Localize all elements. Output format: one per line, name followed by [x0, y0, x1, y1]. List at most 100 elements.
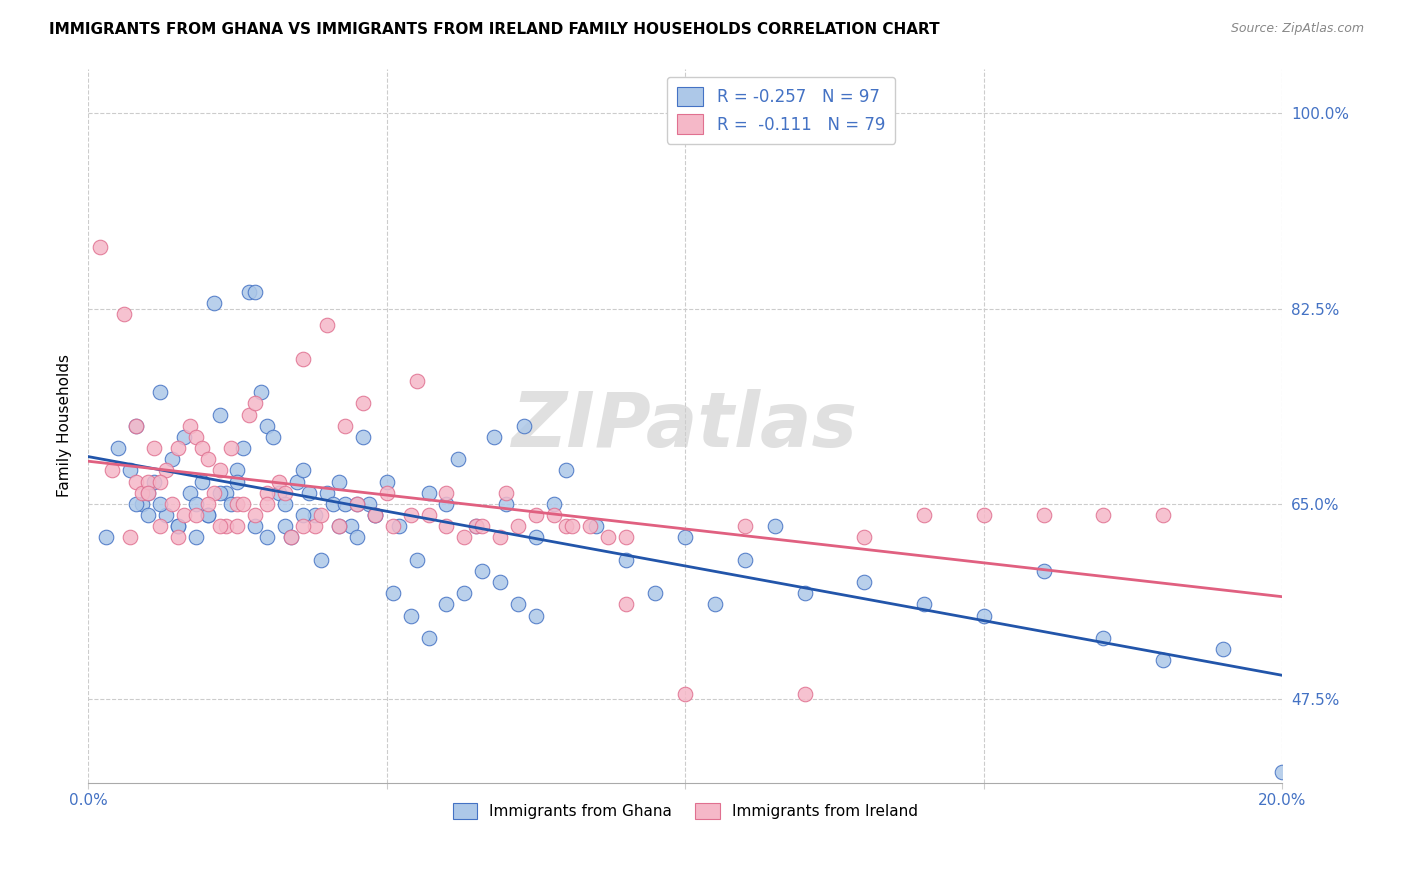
Point [89, 240, 111, 254]
Point [465, 519, 488, 533]
Point [328, 519, 350, 533]
Point [644, 586, 666, 600]
Point [274, 485, 297, 500]
Point [226, 463, 249, 477]
Point [1271, 764, 1294, 779]
Point [245, 508, 267, 522]
Point [202, 485, 225, 500]
Point [585, 519, 607, 533]
Point [704, 598, 727, 612]
Point [495, 497, 517, 511]
Point [245, 285, 267, 299]
Point [352, 430, 374, 444]
Point [136, 485, 159, 500]
Point [418, 508, 440, 522]
Point [142, 441, 165, 455]
Point [495, 485, 517, 500]
Point [734, 553, 756, 567]
Point [436, 598, 458, 612]
Point [184, 508, 207, 522]
Point [184, 530, 207, 544]
Point [471, 564, 494, 578]
Point [221, 441, 243, 455]
Point [226, 475, 249, 489]
Point [184, 430, 207, 444]
Point [285, 475, 308, 489]
Point [340, 519, 363, 533]
Point [554, 519, 576, 533]
Point [973, 608, 995, 623]
Point [112, 307, 135, 321]
Point [190, 441, 212, 455]
Point [364, 508, 387, 522]
Point [513, 418, 536, 433]
Point [184, 497, 207, 511]
Text: IMMIGRANTS FROM GHANA VS IMMIGRANTS FROM IRELAND FAMILY HOUSEHOLDS CORRELATION C: IMMIGRANTS FROM GHANA VS IMMIGRANTS FROM… [49, 22, 939, 37]
Point [208, 408, 231, 422]
Point [484, 430, 506, 444]
Point [208, 485, 231, 500]
Point [614, 530, 637, 544]
Point [208, 463, 231, 477]
Point [125, 497, 148, 511]
Point [197, 508, 219, 522]
Point [524, 508, 547, 522]
Point [1092, 631, 1115, 645]
Point [256, 497, 278, 511]
Point [1032, 564, 1054, 578]
Point [149, 497, 172, 511]
Point [399, 508, 422, 522]
Point [418, 631, 440, 645]
Point [262, 430, 284, 444]
Point [197, 452, 219, 467]
Point [238, 285, 260, 299]
Point [274, 519, 297, 533]
Legend: Immigrants from Ghana, Immigrants from Ireland: Immigrants from Ghana, Immigrants from I… [447, 797, 924, 825]
Point [166, 441, 188, 455]
Point [131, 485, 153, 500]
Point [214, 519, 236, 533]
Point [328, 475, 350, 489]
Point [292, 351, 315, 366]
Point [673, 530, 696, 544]
Point [101, 463, 124, 477]
Point [232, 441, 254, 455]
Point [508, 519, 530, 533]
Point [190, 475, 212, 489]
Point [118, 530, 141, 544]
Point [322, 497, 344, 511]
Point [304, 508, 326, 522]
Point [614, 553, 637, 567]
Point [543, 508, 565, 522]
Point [381, 519, 404, 533]
Point [197, 497, 219, 511]
Point [125, 418, 148, 433]
Text: Source: ZipAtlas.com: Source: ZipAtlas.com [1230, 22, 1364, 36]
Point [155, 463, 177, 477]
Point [912, 598, 935, 612]
Point [554, 463, 576, 477]
Y-axis label: Family Households: Family Households [58, 354, 72, 497]
Point [561, 519, 583, 533]
Point [524, 608, 547, 623]
Point [346, 530, 368, 544]
Point [346, 497, 368, 511]
Point [673, 687, 696, 701]
Point [793, 586, 815, 600]
Point [245, 396, 267, 410]
Point [131, 497, 153, 511]
Point [226, 519, 249, 533]
Point [179, 485, 201, 500]
Point [471, 519, 494, 533]
Point [524, 530, 547, 544]
Point [226, 497, 249, 511]
Point [399, 608, 422, 623]
Point [381, 586, 404, 600]
Point [357, 497, 380, 511]
Point [149, 475, 172, 489]
Point [232, 497, 254, 511]
Point [269, 475, 291, 489]
Point [256, 485, 278, 500]
Point [142, 475, 165, 489]
Point [125, 418, 148, 433]
